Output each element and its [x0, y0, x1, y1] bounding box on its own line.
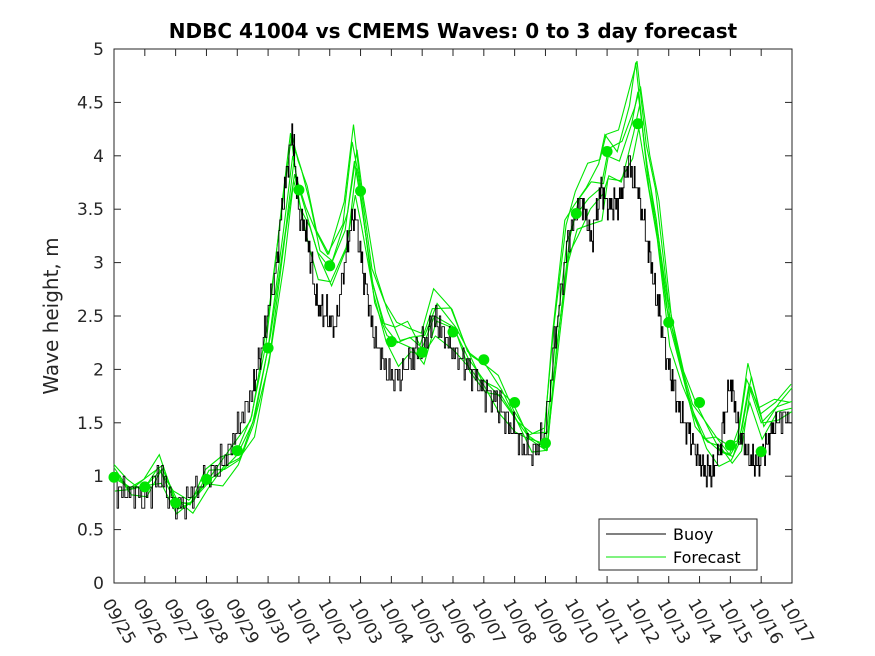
y-tick-label: 1.5	[77, 414, 104, 434]
forecast-marker	[416, 346, 428, 358]
y-tick-label: 1	[93, 467, 104, 487]
chart-title: NDBC 41004 vs CMEMS Waves: 0 to 3 day fo…	[169, 19, 738, 43]
forecast-marker	[139, 481, 151, 493]
y-axis-label: Wave height, m	[39, 237, 63, 394]
forecast-marker	[663, 316, 675, 328]
y-tick-label: 0.5	[77, 521, 104, 541]
y-tick-label: 2	[93, 360, 104, 380]
y-tick-label: 2.5	[77, 307, 104, 327]
y-axis: 0 0.5 1 1.5 2 2.5 3 3.5 4 4.5 5	[77, 40, 792, 594]
forecast-marker	[724, 439, 736, 451]
forecast-marker	[324, 260, 336, 272]
y-tick-label: 5	[93, 40, 104, 60]
legend-box	[598, 518, 758, 571]
forecast-markers	[108, 118, 767, 509]
forecast-marker	[601, 146, 613, 158]
forecast-marker	[108, 471, 120, 483]
forecast-marker	[170, 497, 182, 509]
forecast-marker	[509, 397, 521, 409]
y-tick-label: 3.5	[77, 200, 104, 220]
y-tick-label: 4	[93, 147, 104, 167]
forecast-line-4	[113, 60, 792, 506]
forecast-marker	[478, 354, 490, 366]
forecast-marker	[262, 342, 274, 354]
forecast-line-3	[115, 104, 793, 515]
legend-forecast-label: Forecast	[673, 548, 741, 567]
forecast-marker	[694, 397, 706, 409]
forecast-marker	[447, 326, 459, 338]
y-tick-label: 0	[93, 574, 104, 594]
y-tick-label: 3	[93, 254, 104, 274]
forecast-marker	[632, 118, 644, 130]
buoy-line	[114, 123, 792, 520]
y-tick-label: 4.5	[77, 93, 104, 113]
forecast-marker	[355, 185, 367, 197]
forecast-marker	[570, 207, 582, 219]
forecast-marker	[755, 446, 767, 458]
legend: Buoy Forecast	[598, 518, 758, 571]
forecast-marker	[231, 445, 243, 457]
plot-area	[113, 48, 793, 584]
forecast-marker	[293, 184, 305, 196]
forecast-line-5	[116, 86, 793, 510]
forecast-marker	[539, 437, 551, 449]
forecast-marker	[200, 473, 212, 485]
legend-buoy-label: Buoy	[673, 525, 713, 544]
series-layer	[113, 60, 793, 520]
forecast-marker	[385, 336, 397, 348]
